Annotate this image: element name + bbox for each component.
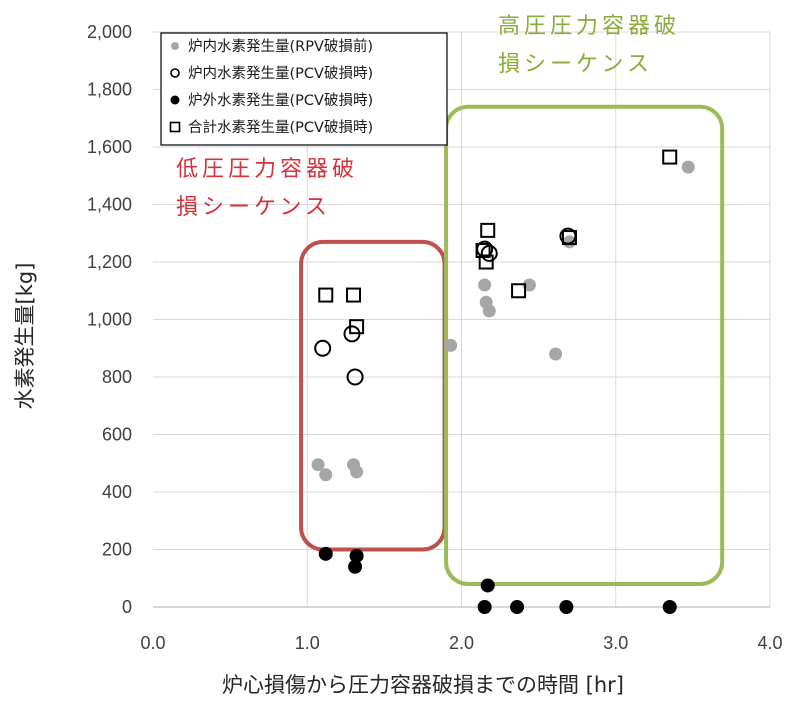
data-points bbox=[311, 149, 695, 614]
annotation-text: 高圧圧力容器破 bbox=[498, 14, 680, 39]
y-axis-title: 水素発生量[kg] bbox=[13, 263, 37, 410]
data-point bbox=[311, 458, 325, 472]
data-point bbox=[444, 338, 458, 352]
data-point bbox=[482, 304, 496, 318]
data-point bbox=[349, 319, 365, 335]
legend-marker bbox=[169, 121, 181, 133]
annotation-text: 損シーケンス bbox=[176, 195, 331, 220]
annotation-text: 損シーケンス bbox=[498, 52, 653, 77]
legend-label: 炉外水素発生量(PCV破損時) bbox=[188, 92, 373, 109]
data-point bbox=[561, 230, 577, 246]
data-point bbox=[662, 600, 677, 614]
data-point bbox=[350, 465, 364, 479]
x-tick-label: 4.0 bbox=[757, 633, 782, 653]
x-tick-label: 3.0 bbox=[603, 633, 628, 653]
legend-box bbox=[160, 32, 448, 146]
data-point bbox=[319, 468, 333, 482]
annotation-text: 低圧圧力容器破 bbox=[176, 157, 358, 182]
x-tick-label: 0.0 bbox=[140, 633, 165, 653]
x-tick-label: 1.0 bbox=[295, 633, 320, 653]
data-point bbox=[480, 578, 495, 593]
data-point bbox=[349, 548, 364, 563]
x-tick-label: 2.0 bbox=[449, 633, 474, 653]
y-tick-label: 200 bbox=[102, 540, 132, 560]
data-point bbox=[480, 222, 496, 238]
legend-label: 合計水素発生量(PCV破損時) bbox=[188, 119, 373, 136]
y-tick-label: 0 bbox=[122, 597, 132, 617]
legend-marker bbox=[170, 95, 180, 105]
annotation-regions bbox=[299, 104, 725, 586]
data-point bbox=[681, 160, 695, 174]
data-point bbox=[549, 347, 563, 361]
legend-marker bbox=[170, 68, 180, 78]
data-point bbox=[348, 559, 363, 574]
legend: 炉内水素発生量(RPV破損前) 炉内水素発生量(PCV破損時) 炉外水素発生量(PC… bbox=[160, 32, 448, 146]
data-point bbox=[318, 287, 334, 303]
data-point bbox=[346, 368, 364, 386]
data-point bbox=[562, 235, 576, 249]
legend-marker bbox=[171, 42, 179, 50]
data-point bbox=[318, 546, 333, 561]
data-point bbox=[477, 600, 492, 614]
data-point bbox=[511, 283, 527, 299]
data-point bbox=[346, 287, 362, 303]
legend-label: 炉内水素発生量(RPV破損前) bbox=[188, 38, 373, 55]
y-tick-label: 400 bbox=[102, 482, 132, 502]
data-point bbox=[522, 278, 536, 292]
data-point bbox=[662, 149, 678, 165]
y-tick-label: 1,200 bbox=[87, 252, 132, 272]
y-tick-label: 600 bbox=[102, 425, 132, 445]
data-point bbox=[559, 600, 574, 614]
y-tick-label: 800 bbox=[102, 367, 132, 387]
axes: 0 200 400 600 800 1,000 1,200 1,400 1,600 1,800 2,… bbox=[87, 22, 783, 653]
legend-label: 炉内水素発生量(PCV破損時) bbox=[188, 65, 373, 82]
y-tick-label: 1,600 bbox=[87, 137, 132, 157]
data-point bbox=[478, 278, 492, 292]
y-tick-label: 1,000 bbox=[87, 310, 132, 330]
x-axis-title: 炉心損傷から圧力容器破損までの時間 [hr] bbox=[222, 673, 624, 697]
data-point bbox=[475, 243, 491, 258]
data-point bbox=[314, 339, 332, 357]
y-tick-label: 1,800 bbox=[87, 80, 132, 100]
y-tick-label: 2,000 bbox=[87, 22, 132, 42]
data-point bbox=[510, 600, 525, 614]
y-tick-label: 1,400 bbox=[87, 195, 132, 215]
data-point bbox=[478, 254, 494, 270]
annotation-box bbox=[444, 104, 725, 586]
